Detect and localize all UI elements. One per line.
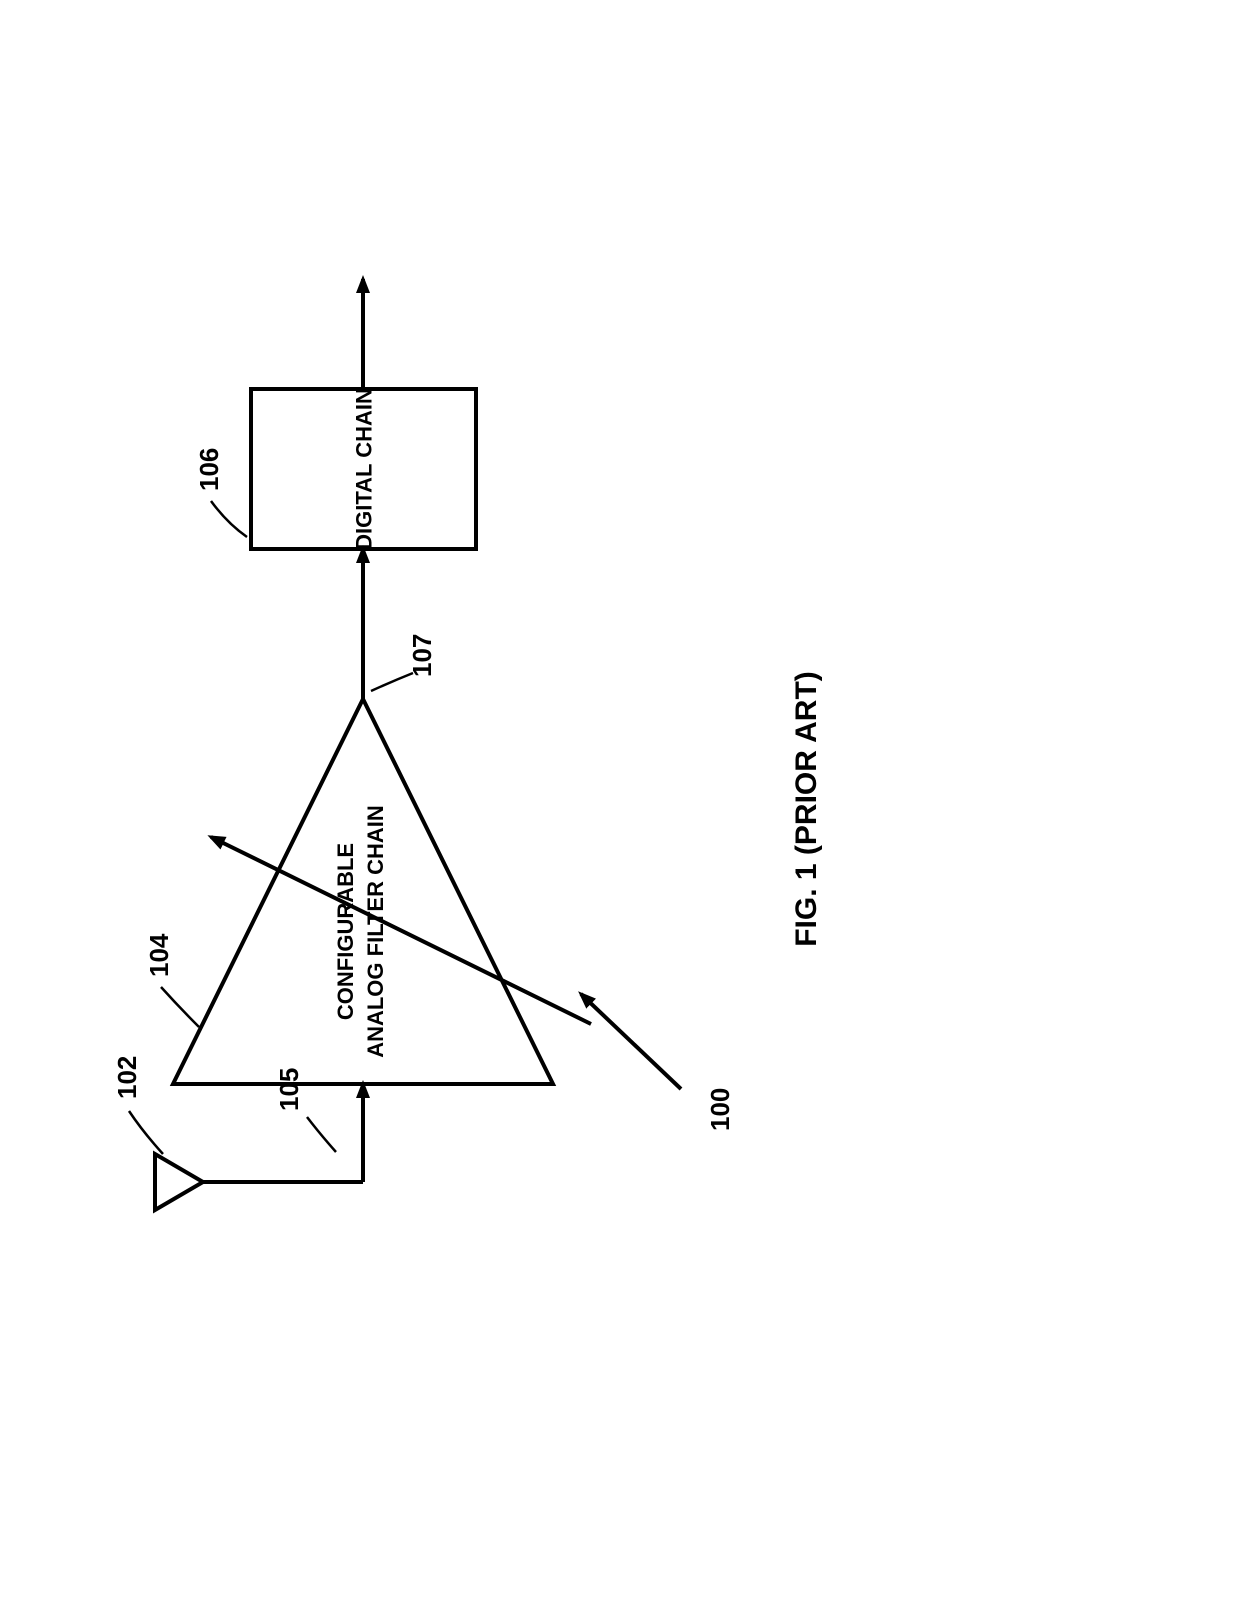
- prior-art-diagram: 102 105 CONFIGURABLEANALOG FILTER CHAIN 104…: [0, 0, 1240, 1618]
- figure-caption: FIG. 1 (PRIOR ART): [790, 671, 823, 947]
- amp-label-2: ANALOG FILTER CHAIN: [363, 805, 388, 1058]
- ref-106: 106: [194, 448, 224, 491]
- amp-label-1: CONFIGURABLE: [333, 843, 358, 1020]
- ref-105: 105: [274, 1068, 304, 1111]
- assembly-arrow: [581, 994, 681, 1089]
- ref-107: 107: [407, 634, 437, 677]
- antenna-icon: [155, 1154, 203, 1210]
- variable-arrow: [211, 837, 591, 1024]
- ref-102: 102: [112, 1056, 142, 1099]
- ref-100: 100: [705, 1088, 735, 1131]
- digital-label: DIGITAL CHAIN: [352, 388, 377, 550]
- ref-104: 104: [144, 933, 174, 977]
